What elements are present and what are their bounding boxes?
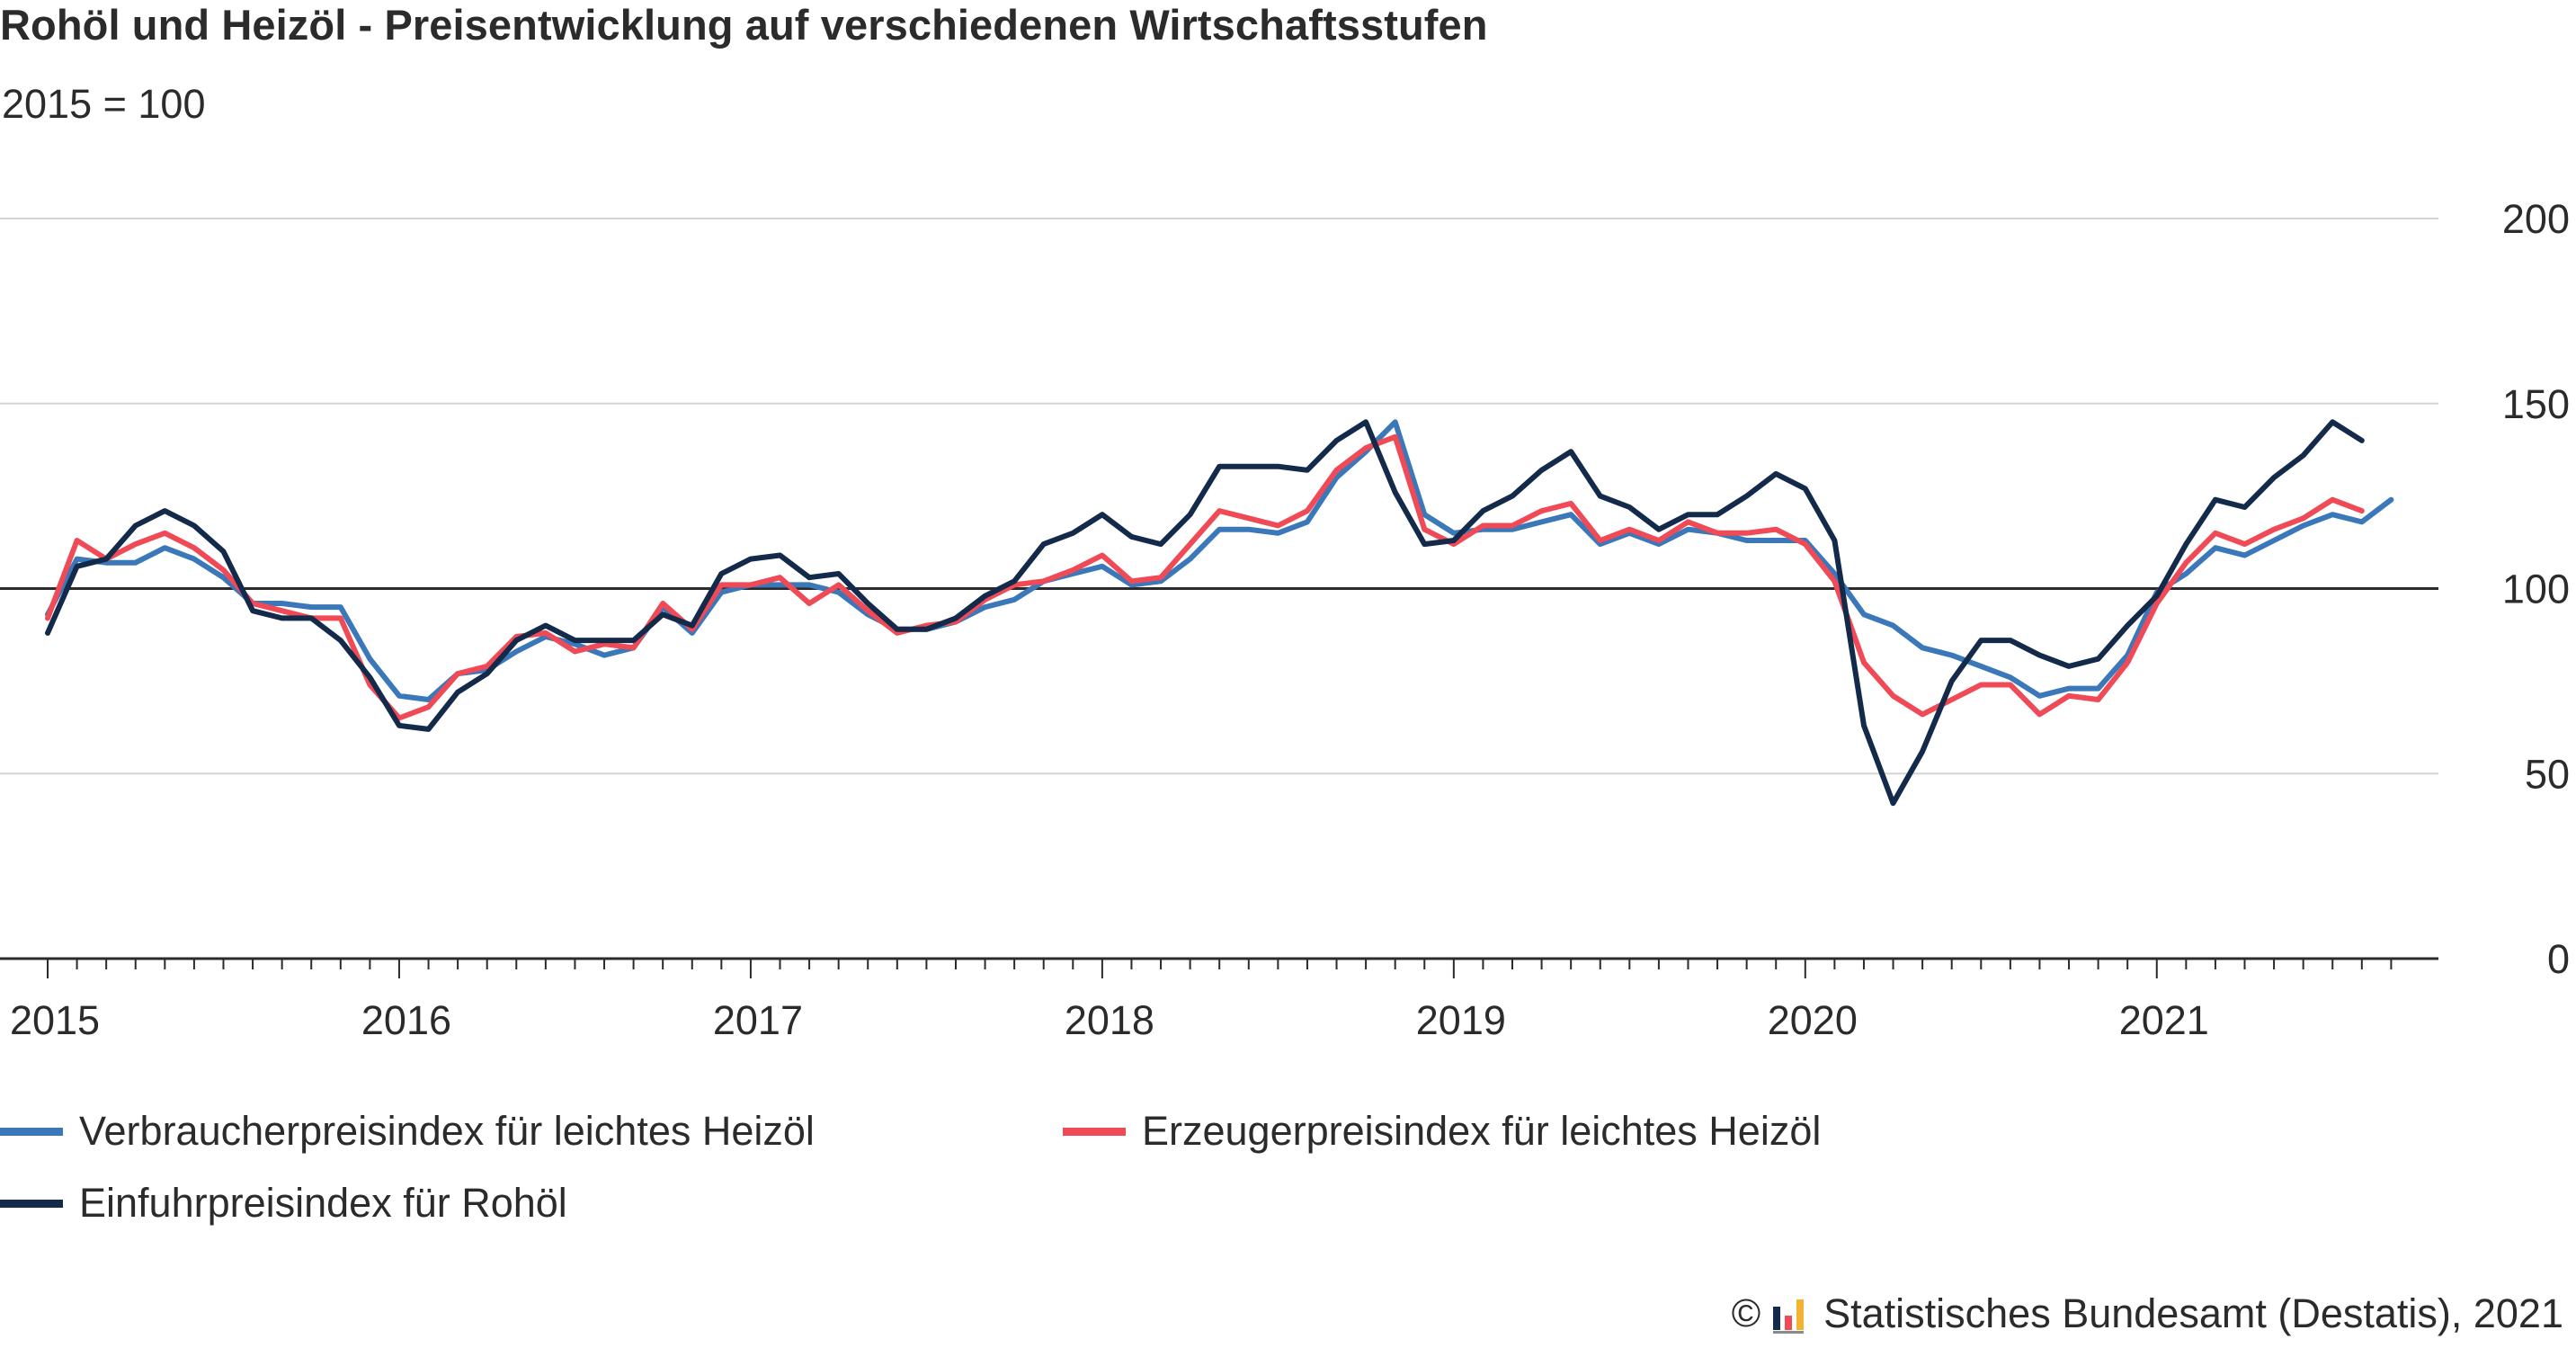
source-credit: © Statistisches Bundesamt (Destatis), 20… [1732, 1290, 2563, 1337]
x-tick-label-2017: 2017 [713, 997, 803, 1043]
legend-item-erzeugerpreisindex: Erzeugerpreisindex für leichtes Heizöl [1063, 1108, 1821, 1155]
legend-swatch [0, 1127, 63, 1136]
x-tick-label-2019: 2019 [1416, 997, 1506, 1043]
x-tick-label-2021: 2021 [2119, 997, 2209, 1043]
x-tick-label-2015: 2015 [10, 997, 100, 1043]
x-tick-label-2018: 2018 [1065, 997, 1154, 1043]
y-tick-label-0: 0 [2547, 936, 2570, 982]
legend-label: Verbraucherpreisindex für leichtes Heizö… [79, 1108, 815, 1154]
legend-label: Erzeugerpreisindex für leichtes Heizöl [1142, 1108, 1822, 1154]
legend-swatch [0, 1199, 63, 1208]
source-text: Statistisches Bundesamt (Destatis), 2021 [1823, 1290, 2563, 1336]
legend-label: Einfuhrpreisindex für Rohöl [79, 1180, 567, 1226]
chart-title: Rohöl und Heizöl - Preisentwicklung auf … [0, 1, 1488, 49]
series-line-1 [45, 419, 2394, 702]
copyright-symbol: © [1731, 1291, 1761, 1335]
series-line-2 [45, 433, 2365, 721]
y-tick-label-50: 50 [2525, 751, 2570, 797]
chart-subtitle: 2015 = 100 [2, 81, 206, 127]
legend-item-verbraucherpreisindex: Verbraucherpreisindex für leichtes Heizö… [0, 1108, 815, 1155]
series-line-3 [45, 419, 2365, 807]
legend-item-einfuhrpreisindex: Einfuhrpreisindex für Rohöl [0, 1180, 567, 1227]
y-tick-label-100: 100 [2502, 567, 2570, 612]
x-tick-label-2020: 2020 [1768, 997, 1858, 1043]
y-tick-label-150: 150 [2502, 381, 2570, 427]
legend-swatch [1063, 1127, 1126, 1136]
x-tick-label-2016: 2016 [361, 997, 451, 1043]
destatis-logo-icon [1773, 1294, 1811, 1334]
y-tick-label-200: 200 [2502, 196, 2570, 242]
